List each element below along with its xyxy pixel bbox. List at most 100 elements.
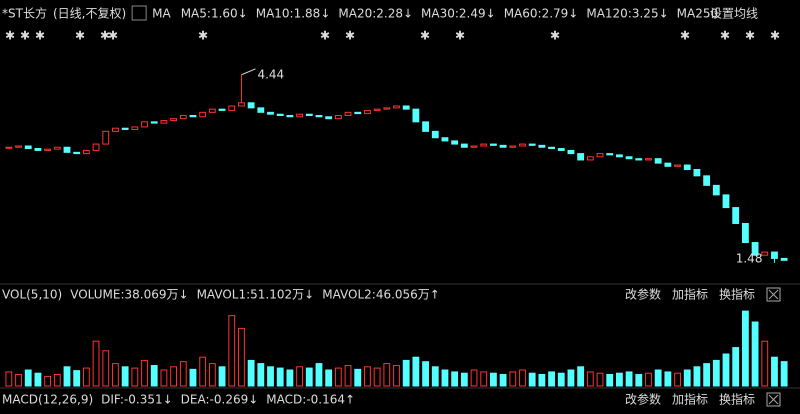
toolbar-button[interactable]: 加指标 bbox=[672, 287, 708, 302]
candle bbox=[422, 121, 429, 132]
volume-bar bbox=[82, 367, 90, 387]
candle bbox=[722, 194, 730, 209]
candle bbox=[24, 145, 32, 150]
candle bbox=[741, 222, 749, 244]
volume-bar bbox=[131, 367, 139, 387]
info-icon: ✱ bbox=[100, 29, 110, 43]
volume-bar bbox=[73, 370, 81, 387]
candle bbox=[470, 145, 478, 148]
volume-legend: MAVOL1:51.102万↓ bbox=[197, 288, 315, 302]
candle bbox=[635, 158, 643, 161]
info-icon: ✱ bbox=[20, 29, 30, 43]
close-button[interactable] bbox=[766, 287, 781, 302]
volume-bar bbox=[334, 367, 342, 387]
candle bbox=[73, 151, 81, 155]
ma-value: MA250 bbox=[677, 7, 718, 21]
volume-bar bbox=[189, 368, 197, 387]
ma-value: MA20:2.28↓ bbox=[338, 7, 413, 21]
candle bbox=[53, 146, 61, 150]
volume-bar bbox=[24, 369, 32, 387]
candle bbox=[557, 148, 565, 151]
candle bbox=[615, 154, 623, 158]
volume-bar bbox=[276, 367, 284, 387]
info-icon: ✱ bbox=[770, 29, 780, 43]
volume-bar bbox=[267, 366, 274, 387]
toolbar-button[interactable]: 加指标 bbox=[672, 392, 708, 407]
volume-bar bbox=[218, 366, 226, 387]
candle bbox=[82, 149, 90, 155]
ma-label: MA bbox=[152, 7, 171, 21]
close-button[interactable] bbox=[766, 392, 781, 407]
volume-bar bbox=[402, 359, 410, 387]
mode: (日线,不复权) bbox=[53, 7, 126, 21]
candle bbox=[334, 115, 342, 120]
candle bbox=[460, 143, 468, 148]
candle bbox=[780, 257, 788, 261]
stock-name: *ST长方 bbox=[2, 6, 47, 21]
candle bbox=[519, 143, 526, 147]
info-icon: ✱ bbox=[198, 29, 208, 43]
volume-bar bbox=[751, 321, 759, 387]
volume-bar bbox=[296, 366, 303, 387]
close-x bbox=[768, 394, 779, 405]
ma-value: MA30:2.49↓ bbox=[421, 7, 496, 21]
volume-bar bbox=[199, 356, 207, 387]
low-label: 1.48 bbox=[736, 251, 763, 265]
candle bbox=[548, 146, 555, 150]
candle bbox=[683, 164, 691, 170]
candle bbox=[499, 144, 507, 148]
toolbar-button[interactable]: 换指标 bbox=[719, 392, 755, 407]
candle bbox=[528, 143, 536, 146]
volume-bar bbox=[548, 371, 555, 387]
candle bbox=[577, 153, 585, 161]
volume-bar bbox=[179, 361, 187, 387]
volume-bar bbox=[451, 371, 459, 387]
volume-bar bbox=[470, 369, 478, 387]
candle bbox=[286, 115, 294, 118]
candle bbox=[267, 111, 274, 115]
volume-bar bbox=[654, 369, 662, 387]
volume-bar bbox=[722, 353, 730, 387]
volume-bar bbox=[150, 365, 158, 387]
ma-value: MA120:3.25↓ bbox=[586, 7, 668, 21]
info-icon: ✱ bbox=[420, 29, 430, 43]
candle bbox=[92, 143, 100, 151]
ma-box bbox=[131, 5, 147, 21]
candle bbox=[674, 164, 681, 167]
volume-bar bbox=[606, 373, 614, 387]
candle bbox=[296, 113, 303, 118]
volume-bar bbox=[625, 371, 633, 387]
candle bbox=[112, 127, 119, 132]
candle bbox=[364, 109, 371, 115]
candle bbox=[441, 137, 449, 142]
toolbar-button[interactable]: 改参数 bbox=[625, 287, 661, 302]
candle bbox=[567, 149, 575, 155]
volume-bar bbox=[208, 363, 216, 387]
volume-bar bbox=[63, 366, 71, 387]
volume-bar bbox=[567, 369, 575, 387]
volume-bar bbox=[460, 372, 468, 387]
candle bbox=[208, 108, 216, 113]
info-icon: ✱ bbox=[720, 29, 730, 43]
volume-bar bbox=[257, 363, 265, 387]
volume-bar bbox=[305, 367, 313, 387]
volume-bar bbox=[441, 369, 449, 387]
volume-legend: MAVOL2:46.056万↑ bbox=[322, 288, 440, 302]
settings-button[interactable]: 设置均线 bbox=[710, 7, 758, 21]
volume-bar bbox=[364, 366, 371, 387]
candle bbox=[170, 118, 178, 122]
volume-bar bbox=[780, 361, 788, 387]
info-icon: ✱ bbox=[35, 29, 45, 43]
candle bbox=[732, 207, 740, 224]
volume-bar bbox=[683, 369, 691, 387]
volume-bar bbox=[519, 369, 526, 387]
candle bbox=[34, 148, 42, 151]
candle bbox=[393, 105, 400, 109]
toolbar-button[interactable]: 换指标 bbox=[719, 287, 755, 302]
volume-legend: VOL(5,10) bbox=[2, 288, 62, 302]
volume-bar bbox=[557, 372, 565, 387]
toolbar-button[interactable]: 改参数 bbox=[625, 392, 661, 407]
volume-bar bbox=[44, 375, 52, 387]
volume-bar bbox=[393, 365, 400, 387]
